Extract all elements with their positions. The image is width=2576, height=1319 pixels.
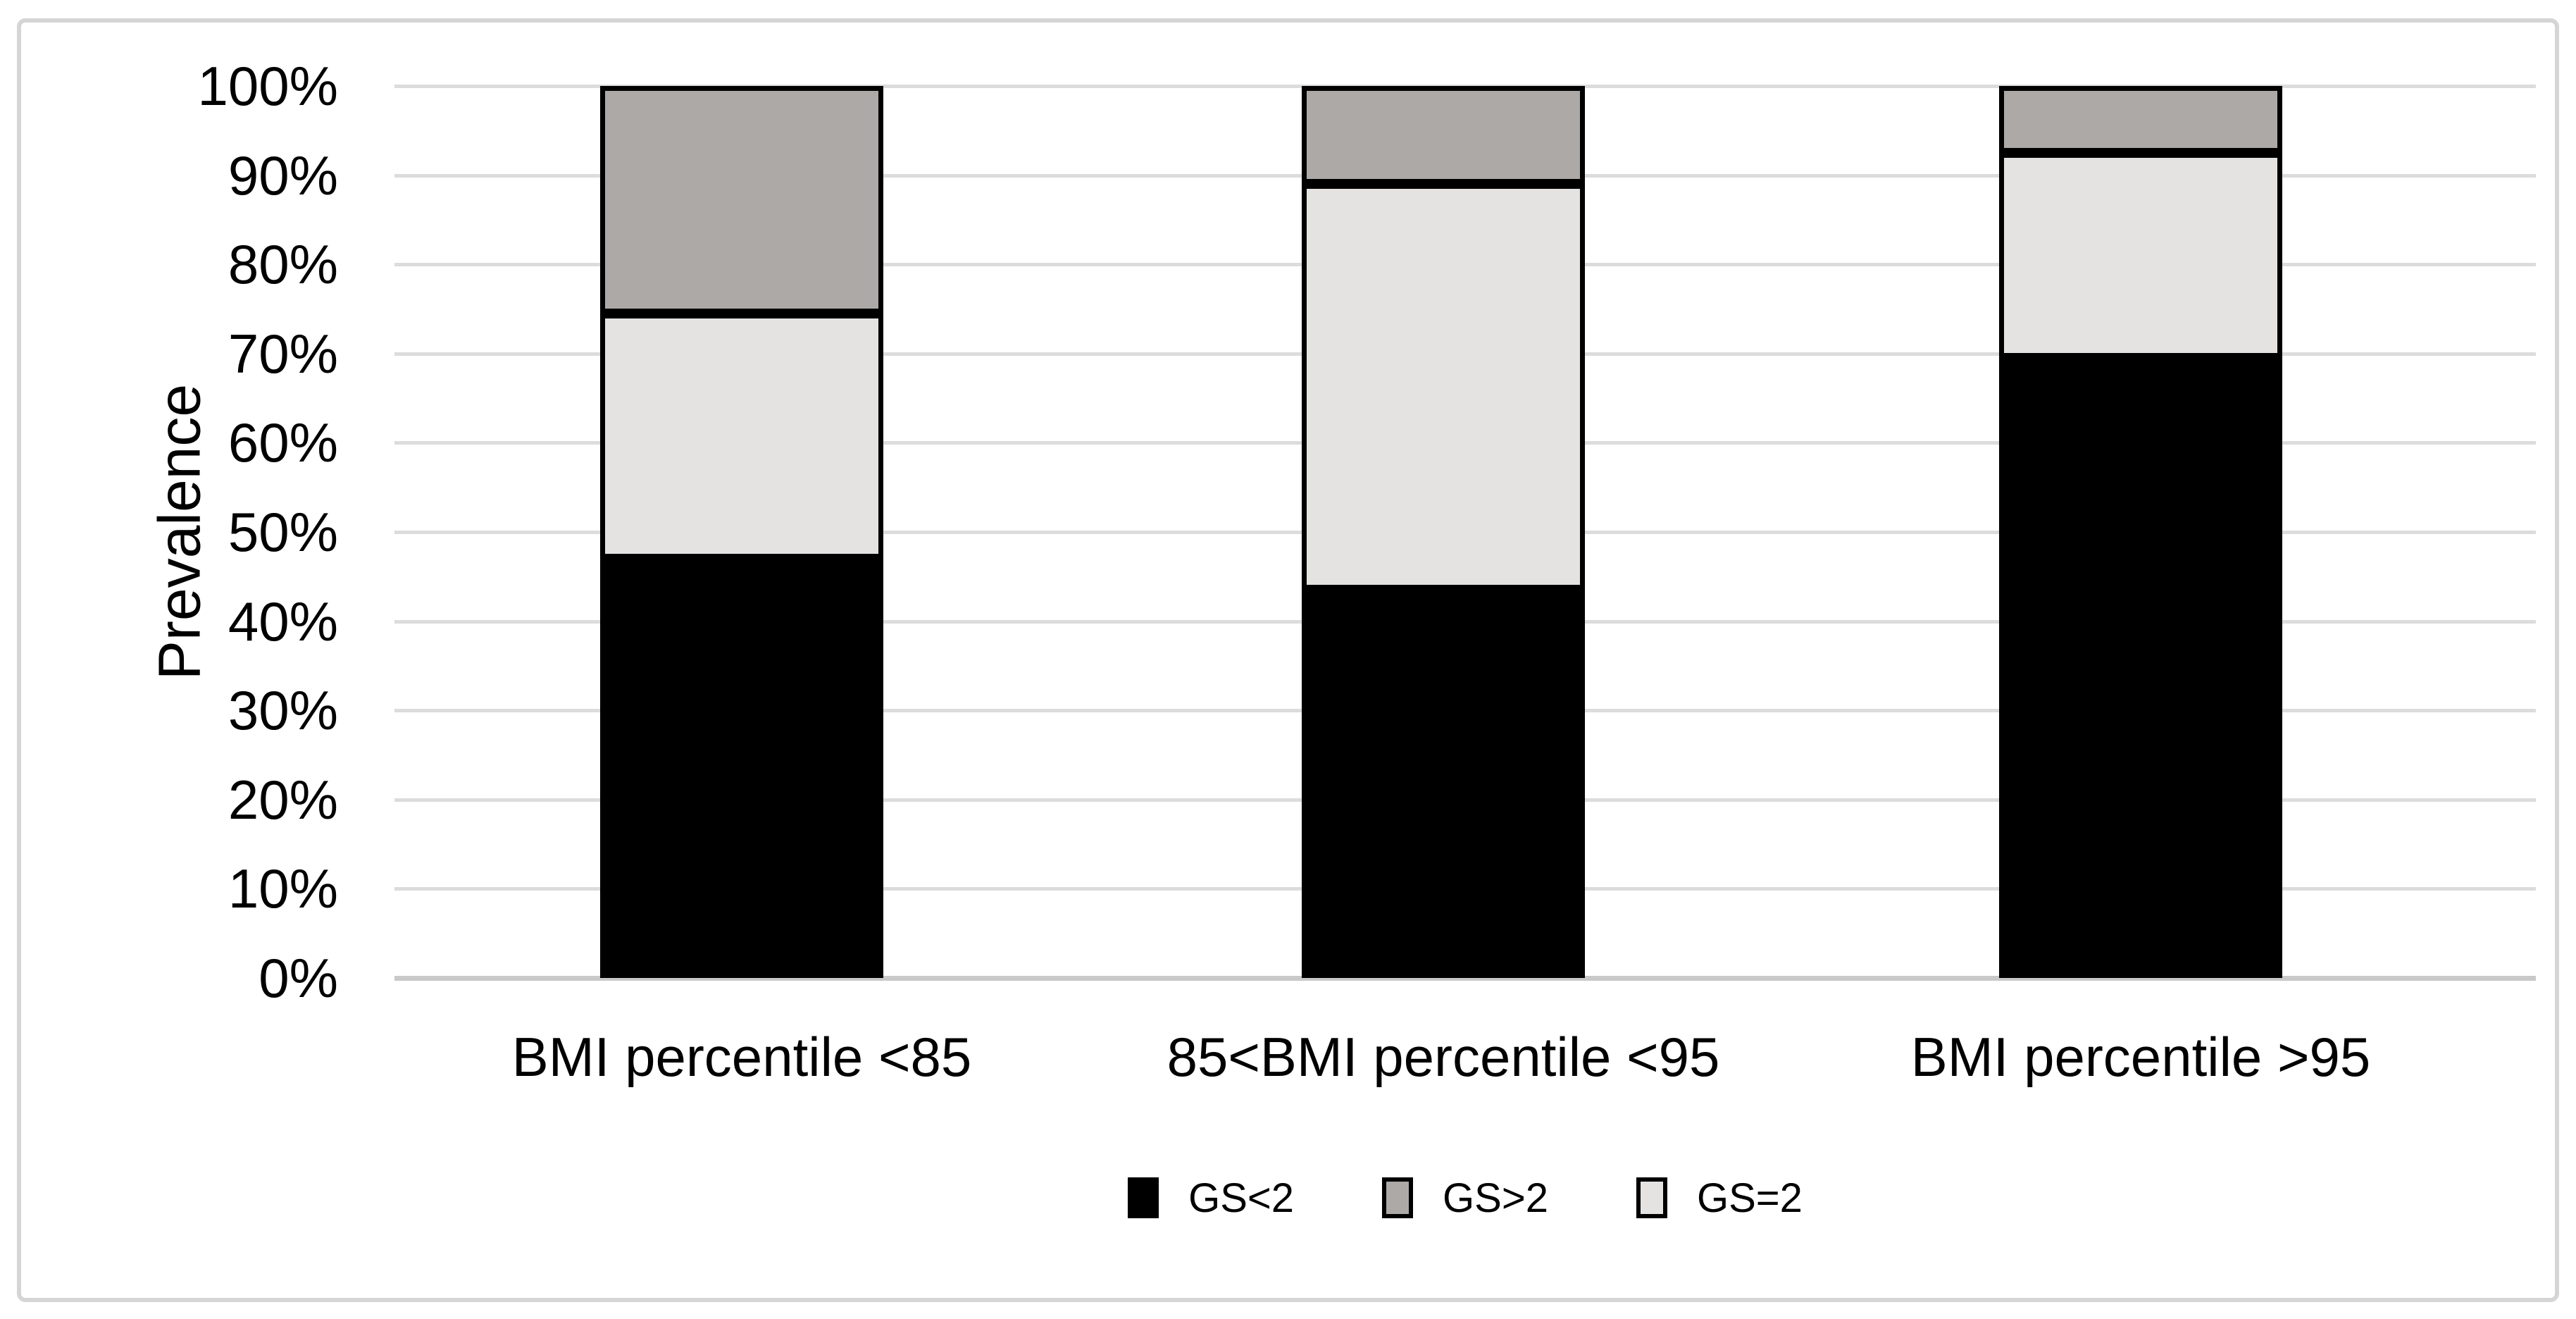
legend-swatch-gs-lt-2 <box>1128 1177 1159 1218</box>
legend-label-gs-eq-2: GS=2 <box>1696 1175 1803 1221</box>
bar-segment-gs-gt-2 <box>1302 86 1585 185</box>
category-label: BMI percentile <85 <box>511 1026 972 1088</box>
y-tick-label: 10% <box>228 857 338 920</box>
category-label: 85<BMI percentile <95 <box>1166 1026 1720 1088</box>
y-tick-label: 100% <box>197 55 339 117</box>
bar-segment-gs-lt-2 <box>1302 590 1585 978</box>
y-tick-label: 70% <box>228 322 338 385</box>
bar-segment-gs-eq-2 <box>1302 184 1585 590</box>
bar-3 <box>1999 86 2282 978</box>
y-tick-label: 30% <box>228 679 338 742</box>
y-tick-label: 0% <box>259 947 338 1009</box>
y-tick-label: 40% <box>228 590 338 652</box>
legend-swatch-gs-eq-2 <box>1636 1177 1667 1218</box>
y-tick-label: 90% <box>228 144 338 206</box>
bar-segment-gs-lt-2 <box>600 558 883 978</box>
bar-segment-gs-gt-2 <box>1999 86 2282 153</box>
bar-2 <box>1302 86 1585 978</box>
plot-area <box>394 85 2536 981</box>
bar-segment-gs-eq-2 <box>1999 152 2282 359</box>
y-tick-label: 80% <box>228 233 338 296</box>
legend: GS<2 GS>2 GS=2 <box>394 1159 2536 1237</box>
x-axis-baseline <box>394 976 2536 981</box>
legend-label-gs-gt-2: GS>2 <box>1443 1175 1548 1221</box>
bar-segment-gs-gt-2 <box>600 86 883 314</box>
legend-label-gs-lt-2: GS<2 <box>1188 1175 1295 1221</box>
legend-item-gs-eq-2: GS=2 <box>1636 1175 1803 1222</box>
legend-swatch-gs-gt-2 <box>1382 1177 1414 1218</box>
bar-segment-gs-eq-2 <box>600 313 883 559</box>
y-tick-label: 60% <box>228 411 338 474</box>
bar-segment-gs-lt-2 <box>1999 358 2282 978</box>
bar-1 <box>600 86 883 978</box>
legend-item-gs-lt-2: GS<2 <box>1128 1175 1294 1222</box>
y-tick-label: 50% <box>228 501 338 563</box>
legend-item-gs-gt-2: GS>2 <box>1382 1175 1548 1222</box>
category-label: BMI percentile >95 <box>1910 1026 2371 1088</box>
y-tick-label: 20% <box>228 768 338 831</box>
